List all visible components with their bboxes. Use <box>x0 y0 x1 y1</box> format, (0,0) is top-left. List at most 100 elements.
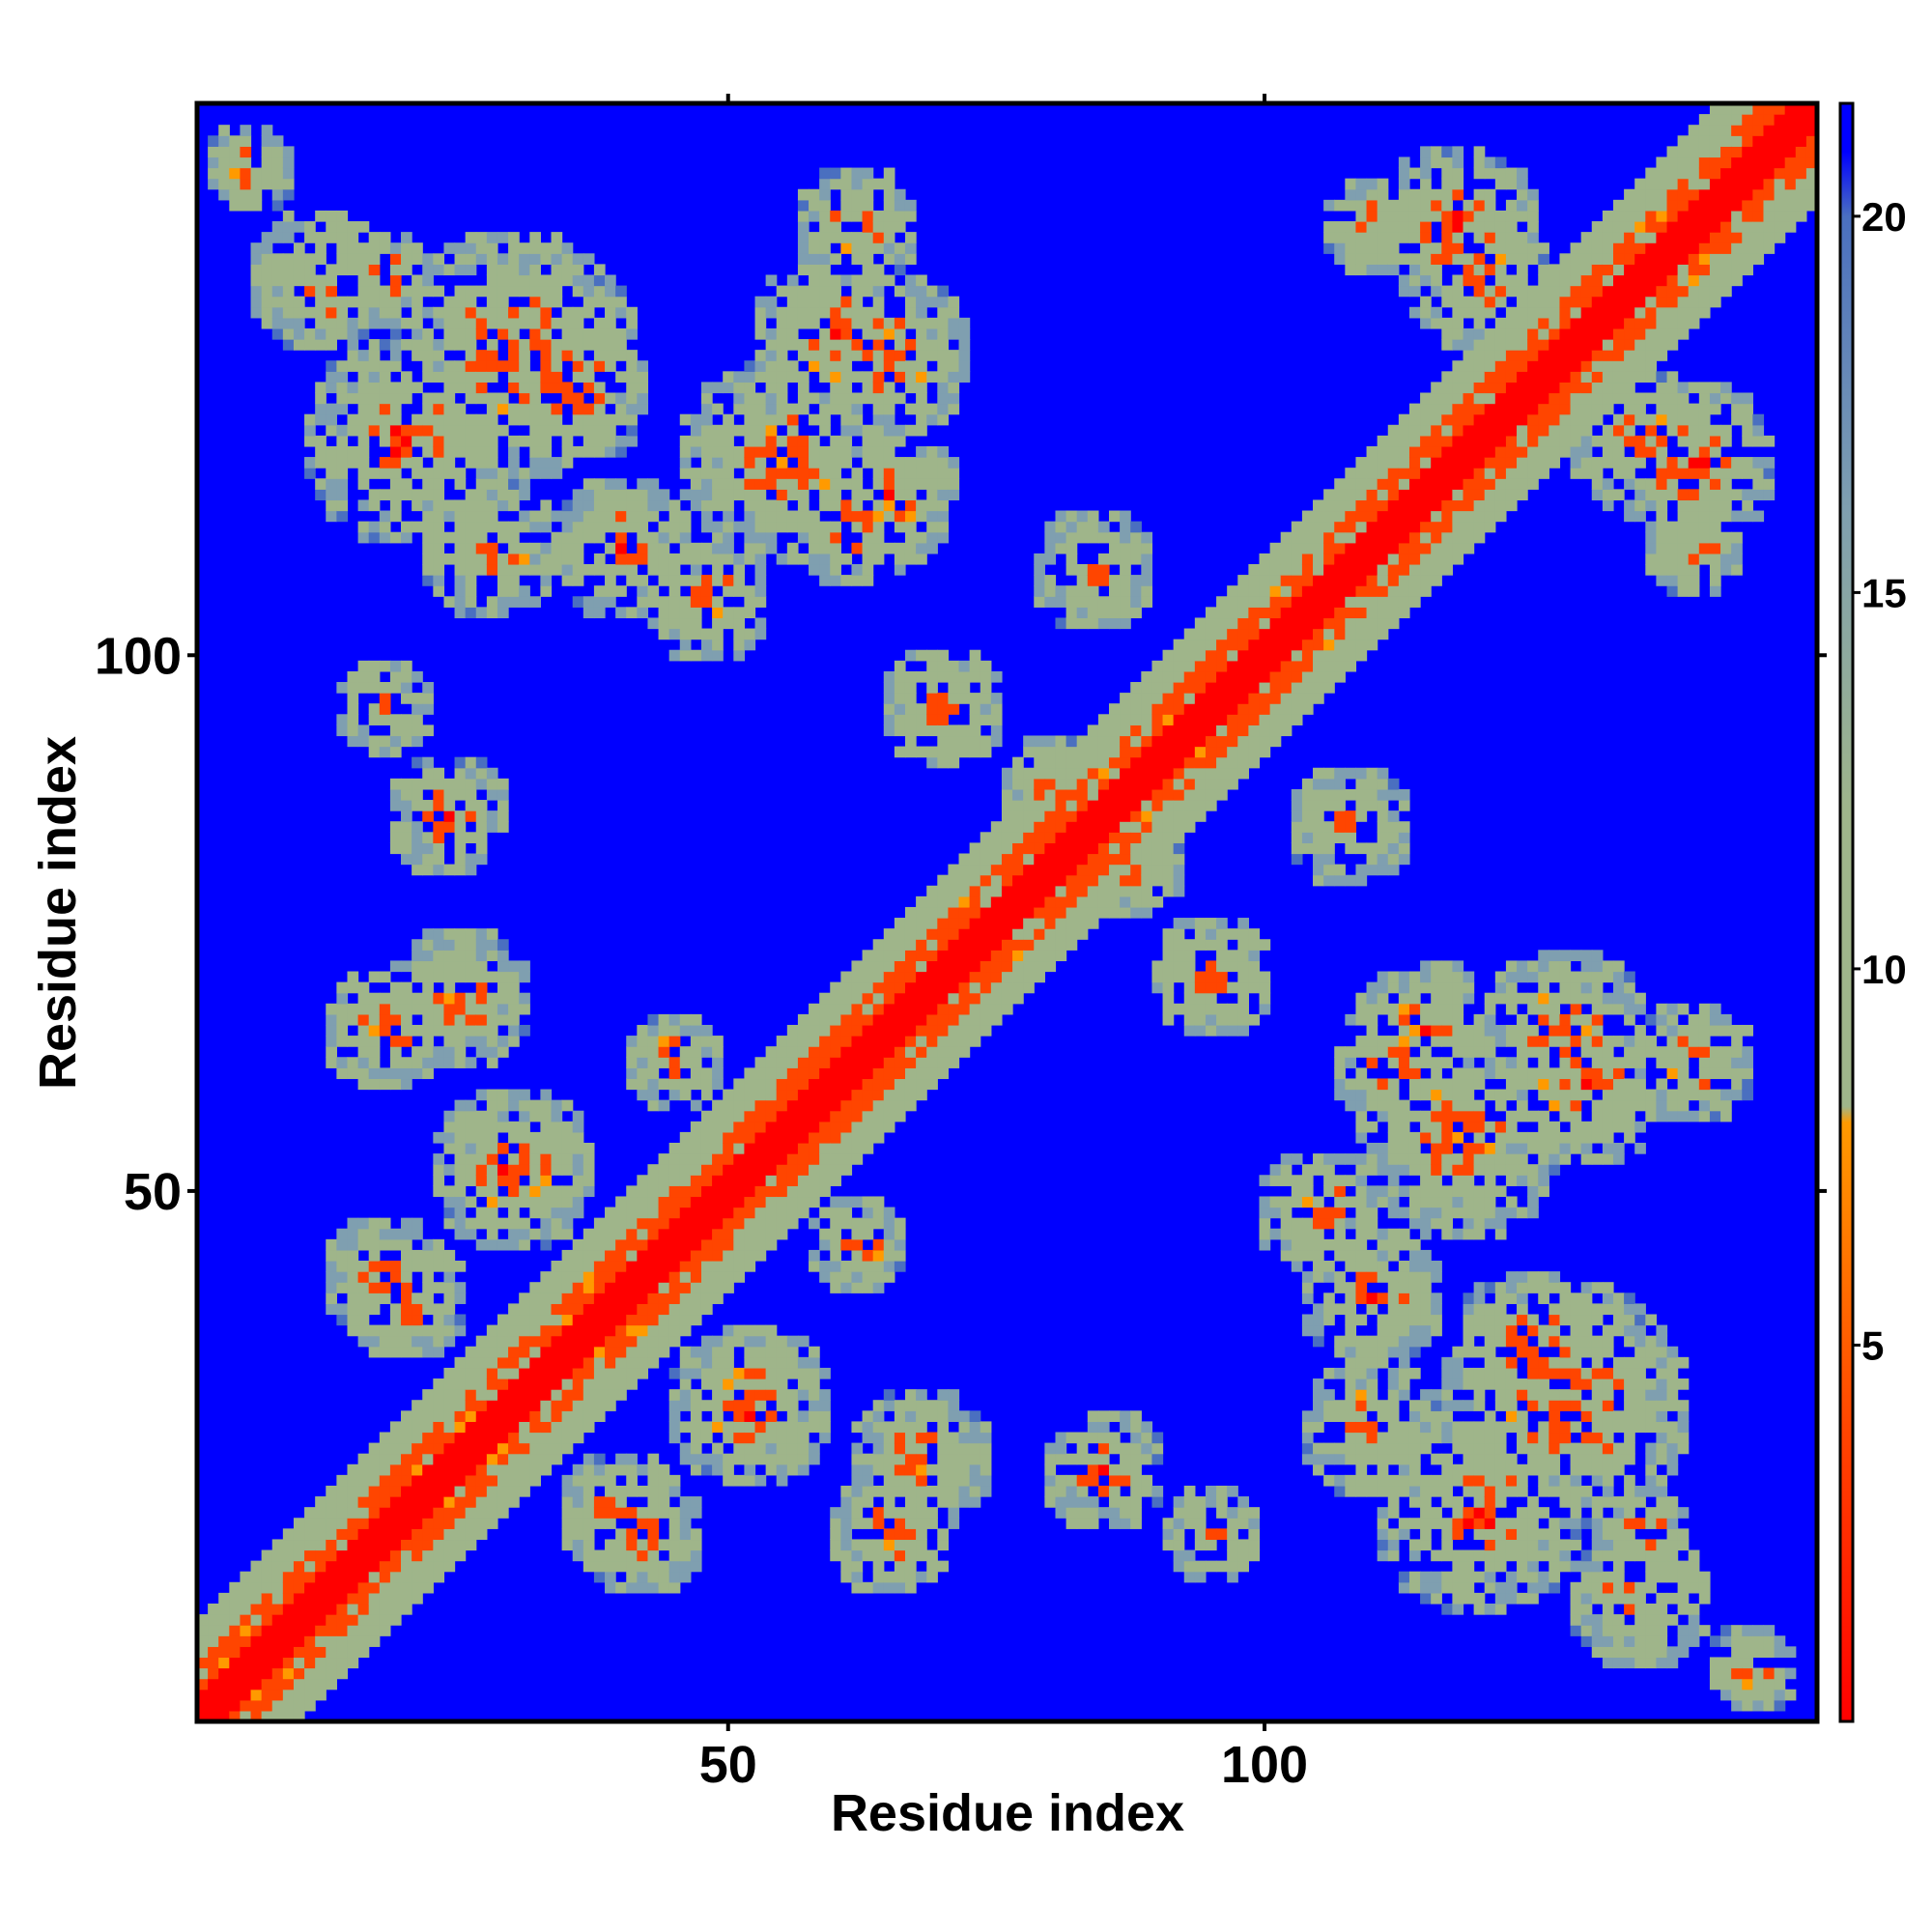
heatmap-cell <box>668 1207 681 1219</box>
heatmap-cell <box>433 1185 445 1198</box>
heatmap-cell <box>668 1485 681 1497</box>
heatmap-cell <box>1173 778 1185 790</box>
heatmap-cell <box>497 253 509 265</box>
heatmap-cell <box>508 1324 520 1337</box>
heatmap-cell <box>412 1560 423 1573</box>
heatmap-cell <box>862 188 874 201</box>
heatmap-cell <box>894 746 906 758</box>
heatmap-cell <box>700 1238 713 1251</box>
heatmap-cell <box>1194 918 1207 929</box>
heatmap-cell <box>475 371 488 384</box>
heatmap-cell <box>497 788 509 801</box>
heatmap-cell <box>1065 788 1078 801</box>
heatmap-cell <box>872 1036 885 1047</box>
heatmap-cell <box>958 360 971 372</box>
heatmap-cell <box>572 1356 584 1369</box>
heatmap-cell <box>1034 767 1045 780</box>
heatmap-cell <box>347 457 359 469</box>
heatmap-cell <box>958 317 971 329</box>
heatmap-cell <box>894 350 906 361</box>
heatmap-cell <box>389 382 402 394</box>
heatmap-cell <box>1065 842 1078 855</box>
heatmap-cell <box>443 339 456 351</box>
heatmap-cell <box>582 382 595 394</box>
heatmap-cell <box>486 788 498 801</box>
heatmap-cell <box>486 1453 498 1465</box>
heatmap-cell <box>540 371 553 384</box>
heatmap-cell <box>593 1549 606 1562</box>
heatmap-cell <box>379 682 391 694</box>
heatmap-cell <box>315 1614 327 1626</box>
heatmap-cell <box>1001 918 1013 929</box>
heatmap-cell <box>647 1346 660 1358</box>
heatmap-cell <box>776 371 788 384</box>
heatmap-cell <box>1183 1013 1196 1026</box>
heatmap-cell <box>486 596 498 608</box>
heatmap-cell <box>379 1346 391 1358</box>
heatmap-cell <box>700 1036 713 1047</box>
heatmap-cell <box>605 1228 616 1240</box>
heatmap-cell <box>508 585 520 597</box>
heatmap-cell <box>1023 906 1035 919</box>
heatmap-cell <box>497 992 509 1005</box>
heatmap-cell <box>379 468 391 479</box>
heatmap-cell <box>540 1324 553 1337</box>
heatmap-cell <box>1141 693 1153 704</box>
heatmap-cell <box>894 285 906 298</box>
heatmap-cell <box>1012 788 1024 801</box>
heatmap-cell <box>572 596 584 608</box>
heatmap-cell <box>315 1667 327 1680</box>
heatmap-cell <box>412 457 423 469</box>
heatmap-cell <box>862 575 874 586</box>
heatmap-cell <box>637 1046 649 1058</box>
heatmap-cell <box>883 413 895 426</box>
heatmap-cell <box>561 253 574 265</box>
heatmap-cell <box>754 1185 767 1198</box>
heatmap-cell <box>389 746 402 758</box>
heatmap-cell <box>733 575 746 586</box>
heatmap-cell <box>700 489 713 501</box>
heatmap-cell <box>1109 607 1121 619</box>
heatmap-cell <box>1205 703 1217 715</box>
heatmap-cell <box>271 135 284 147</box>
heatmap-cell <box>626 510 638 523</box>
heatmap-cell <box>679 1175 692 1186</box>
heatmap-cell <box>1183 682 1196 694</box>
heatmap-cell <box>937 1389 950 1401</box>
heatmap-cell <box>690 1078 702 1091</box>
heatmap-cell <box>465 756 477 769</box>
heatmap-cell <box>475 542 488 554</box>
heatmap-cell <box>422 371 434 384</box>
heatmap-cell <box>690 435 702 447</box>
heatmap-cell <box>948 382 960 394</box>
heatmap-cell <box>1109 842 1121 855</box>
heatmap-cell <box>926 950 938 962</box>
heatmap-cell <box>433 1485 445 1497</box>
heatmap-cell <box>326 1485 337 1497</box>
heatmap-cell <box>368 382 381 394</box>
heatmap-cell <box>626 499 638 512</box>
heatmap-cell <box>412 1581 423 1594</box>
heatmap-cell <box>412 1539 423 1551</box>
heatmap-cell <box>605 1571 616 1583</box>
heatmap-cell <box>389 285 402 298</box>
heatmap-cell <box>969 853 981 866</box>
heatmap-cell <box>840 242 853 254</box>
heatmap-cell <box>389 1228 402 1240</box>
heatmap-cell <box>293 1603 305 1615</box>
heatmap-cell <box>916 1046 927 1058</box>
heatmap-cell <box>840 1057 853 1068</box>
heatmap-cell <box>1034 950 1045 962</box>
heatmap-cell <box>497 950 509 962</box>
heatmap-cell <box>937 693 950 704</box>
heatmap-cell <box>948 371 960 384</box>
heatmap-cell <box>486 1518 498 1529</box>
heatmap-cell <box>776 350 788 361</box>
heatmap-cell <box>368 1335 381 1348</box>
heatmap-cell <box>723 1121 734 1133</box>
heatmap-cell <box>412 350 423 361</box>
heatmap-cell <box>1109 703 1121 715</box>
heatmap-cell <box>786 1142 799 1154</box>
heatmap-cell <box>540 1346 553 1358</box>
heatmap-cell <box>443 1528 456 1541</box>
